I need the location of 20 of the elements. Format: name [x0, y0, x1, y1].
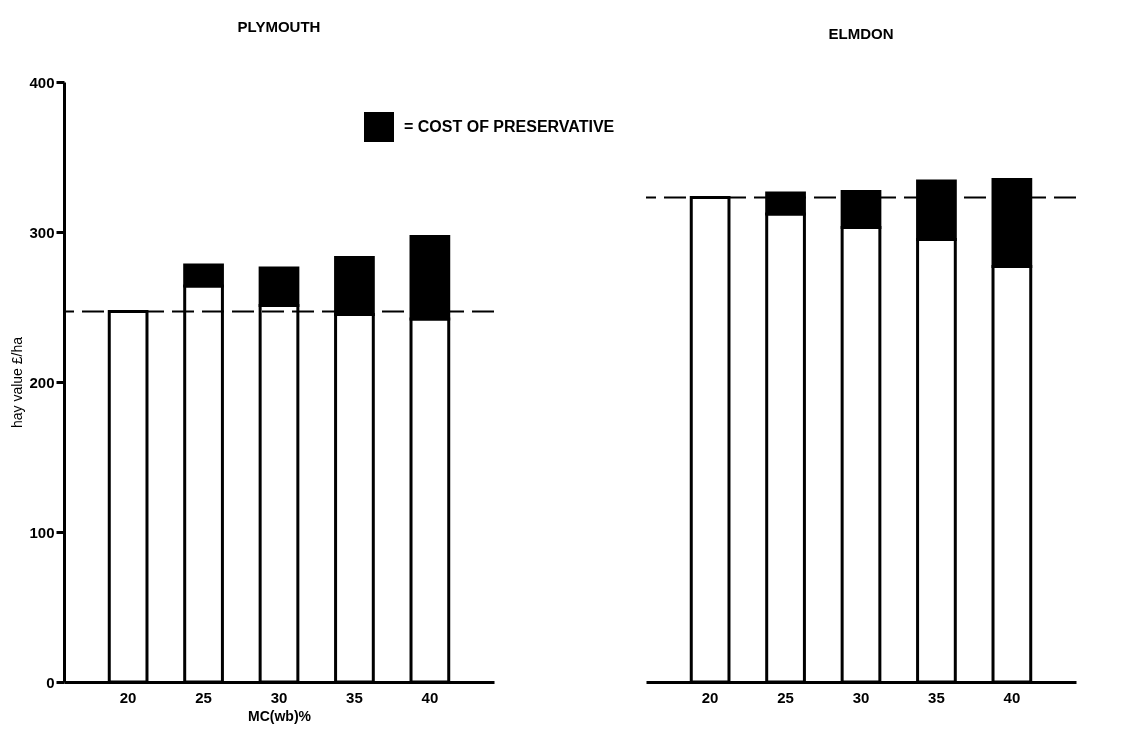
x-tick-label: 40	[1003, 688, 1021, 706]
x-tick-label: 30	[852, 688, 870, 706]
y-tick-label: 200	[29, 373, 55, 391]
x-tick-label: 35	[346, 688, 363, 706]
x-tick-label: 20	[119, 688, 137, 706]
y-tick-label: 100	[29, 523, 55, 541]
y-tick-label: 400	[29, 73, 55, 91]
y-axis-title: hay value £/ha	[9, 336, 26, 429]
x-axis-title: MC(wb)%	[248, 707, 312, 724]
x-tick-label: 30	[270, 688, 288, 706]
legend-label: = COST OF PRESERVATIVE	[404, 118, 615, 135]
y-tick-label: 0	[46, 673, 55, 691]
x-tick-label: 40	[421, 688, 439, 706]
x-tick-label: 35	[928, 688, 945, 706]
x-tick-label: 25	[195, 688, 212, 706]
x-tick-label: 25	[777, 688, 794, 706]
chart-title: PLYMOUTH	[237, 18, 321, 35]
y-tick-label: 300	[29, 223, 55, 241]
chart-title: ELMDON	[828, 25, 894, 42]
x-tick-label: 20	[701, 688, 719, 706]
